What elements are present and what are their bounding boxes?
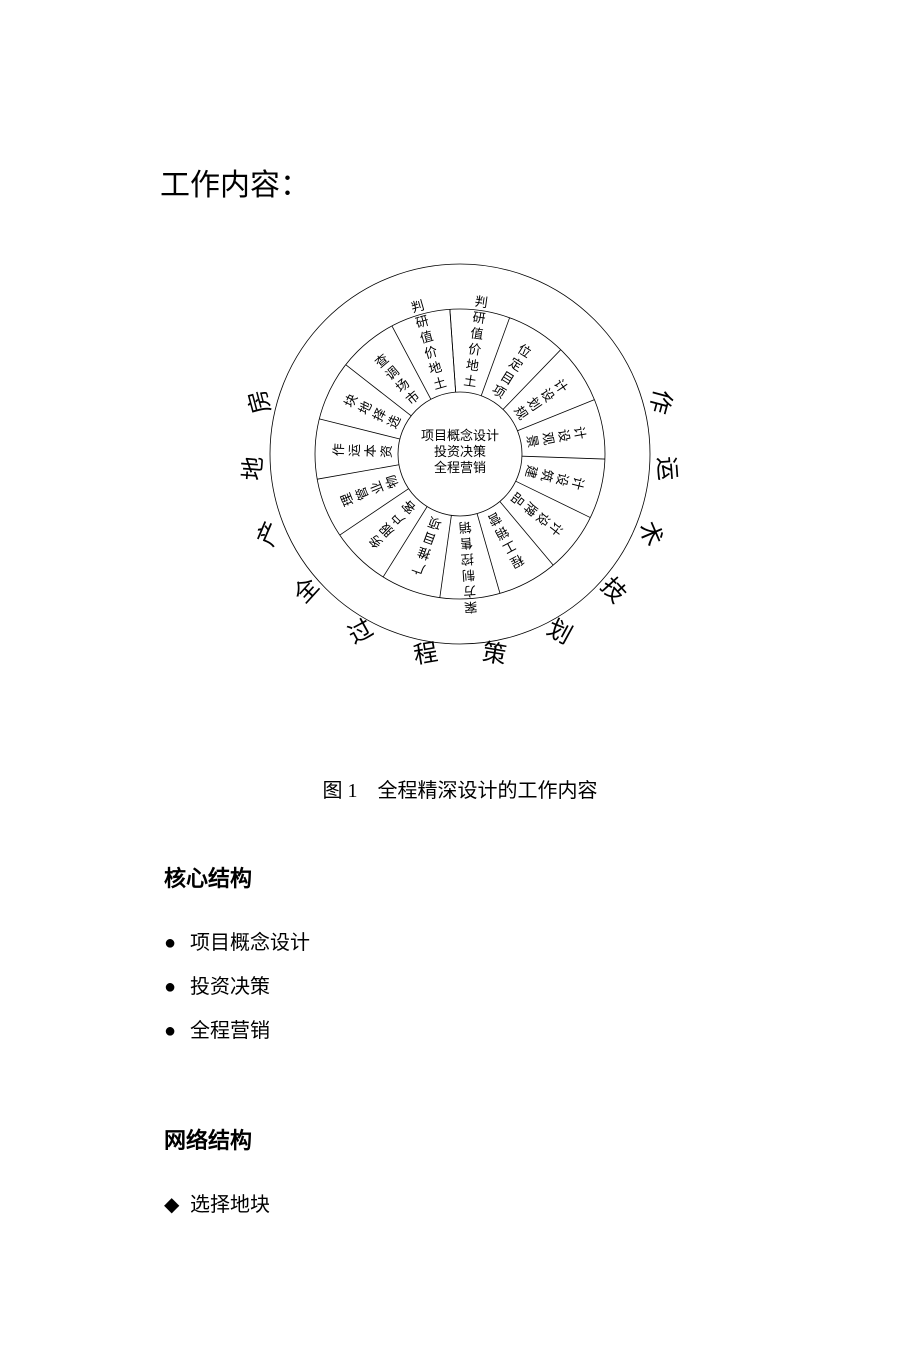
segment-char: 筑 — [538, 468, 556, 484]
outer-title-char: 地 — [239, 456, 268, 482]
segment-char: 建 — [522, 464, 540, 480]
outer-title-char: 房 — [244, 386, 276, 416]
outer-title-char: 术 — [633, 518, 667, 551]
wheel-diagram: 项目概念设计投资决策全程营销土地价值研判项目定位规划设计景观设计建筑设计品牌设计… — [260, 254, 660, 654]
segment-char: 物 — [382, 473, 401, 491]
outer-title-char: 产 — [253, 518, 287, 551]
segment-char: 土 — [431, 374, 448, 392]
center-text: 全程营销 — [434, 460, 486, 475]
outer-title-char: 技 — [595, 573, 631, 609]
segment-char: 作 — [331, 443, 346, 457]
list-item-label: 全程营销 — [190, 1020, 270, 1042]
core-heading: 核心结构 — [164, 861, 760, 893]
page-title: 工作内容： — [160, 160, 760, 204]
outer-title-char: 作 — [644, 386, 676, 416]
segment-char: 运 — [347, 444, 362, 458]
segment-char: 判 — [474, 294, 489, 311]
segment-char: 销 — [458, 519, 472, 535]
segment-char: 计 — [569, 475, 587, 491]
outer-title-char: 程 — [412, 639, 440, 670]
bullet-icon: ● — [164, 1009, 190, 1053]
bullet-icon: ● — [164, 965, 190, 1009]
segment-char: 方 — [463, 583, 477, 599]
bullet-icon: ● — [164, 921, 190, 965]
segment-char: 设 — [555, 428, 572, 443]
list-item: ●项目概念设计 — [164, 921, 760, 965]
segment-char: 案 — [464, 599, 478, 615]
network-list: ◆选择地块 — [164, 1183, 760, 1227]
segment-char: 售 — [459, 535, 473, 551]
segment-char: 地 — [465, 357, 480, 374]
list-item-label: 投资决策 — [190, 976, 270, 998]
outer-title-char: 策 — [480, 639, 508, 670]
list-item: ●全程营销 — [164, 1009, 760, 1053]
outer-title-char: 过 — [344, 615, 378, 650]
core-list: ●项目概念设计●投资决策●全程营销 — [164, 921, 760, 1053]
outer-title-char: 全 — [289, 573, 325, 609]
bullet-icon: ◆ — [164, 1183, 190, 1227]
segment-char: 研 — [472, 309, 487, 326]
center-text: 投资决策 — [434, 444, 486, 459]
segment-char: 计 — [571, 425, 588, 440]
segment-char: 控 — [460, 551, 474, 567]
segment-char: 本 — [363, 444, 378, 458]
segment-char: 项 — [426, 514, 443, 533]
outer-title-char: 划 — [542, 615, 576, 650]
segment-char: 资 — [379, 445, 394, 459]
segment-char: 设 — [554, 471, 572, 487]
segment-char: 土 — [463, 373, 478, 390]
segment-char: 景 — [524, 434, 541, 449]
network-heading: 网络结构 — [164, 1123, 760, 1155]
figure-caption: 图 1 全程精深设计的工作内容 — [160, 774, 760, 803]
segment-char: 观 — [540, 431, 557, 446]
segment-char: 制 — [461, 567, 475, 583]
list-item: ●投资决策 — [164, 965, 760, 1009]
segment-char: 价 — [467, 341, 482, 358]
segment-char: 值 — [469, 325, 484, 342]
list-item: ◆选择地块 — [164, 1183, 760, 1227]
list-item-label: 项目概念设计 — [190, 932, 310, 954]
center-text: 项目概念设计 — [421, 428, 499, 443]
outer-title-char: 运 — [652, 456, 680, 482]
list-item-label: 选择地块 — [190, 1194, 270, 1216]
